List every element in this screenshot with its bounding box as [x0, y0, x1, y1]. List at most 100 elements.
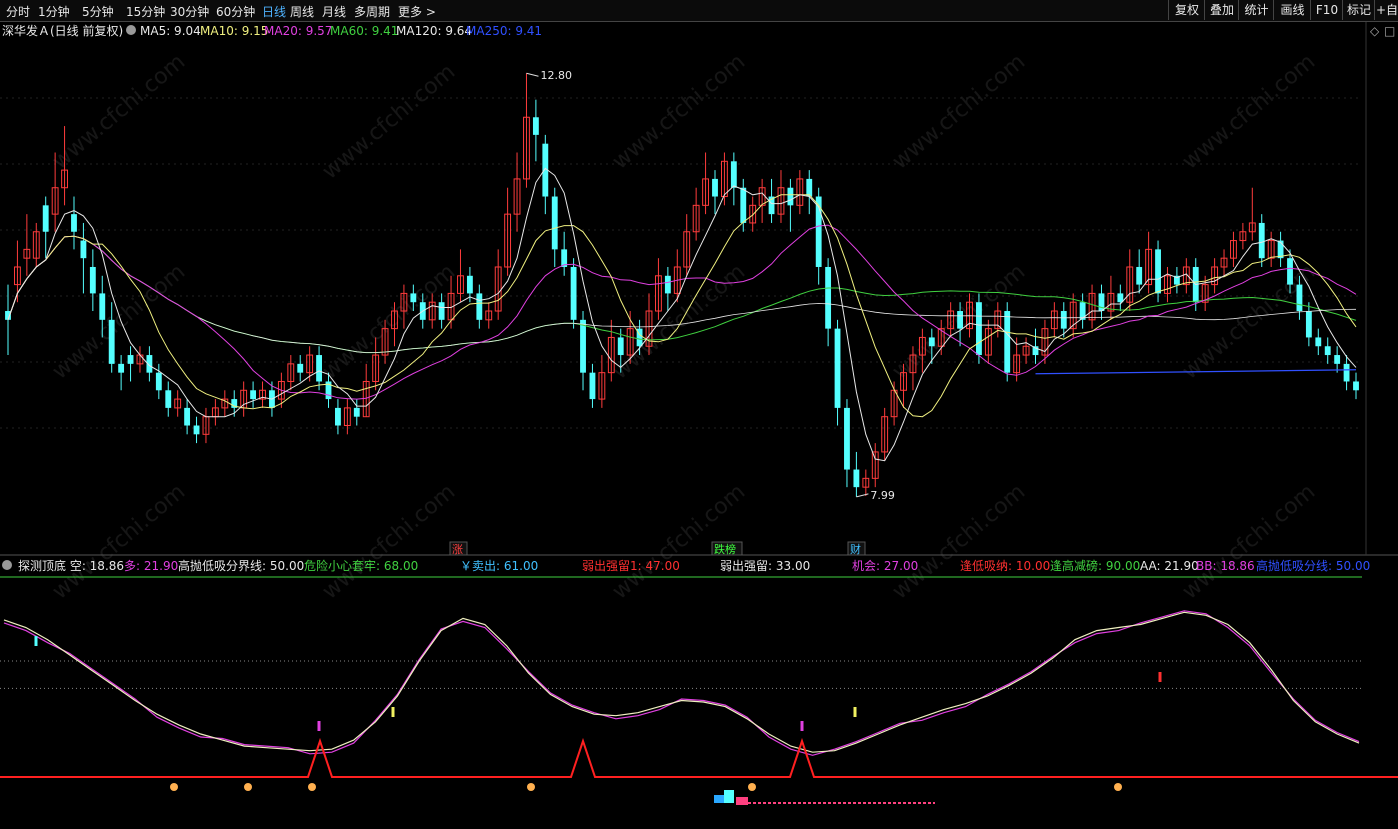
candle-body: [1173, 275, 1180, 285]
watermark-text: www.cfchi.com: [48, 49, 190, 174]
toolbar-button[interactable]: 标记: [1342, 0, 1375, 20]
signal-marker: [34, 636, 38, 646]
watermark-text: www.cfchi.com: [318, 59, 460, 184]
indicator-value: 机会: 27.00: [852, 559, 918, 573]
signal-bar: [736, 797, 748, 805]
ma10-line: [7, 194, 1357, 418]
candle-body: [928, 337, 935, 347]
candle-body: [504, 213, 512, 268]
indicator-value: BB: 18.86: [1196, 559, 1255, 573]
candle-body: [976, 302, 982, 356]
candle-body: [740, 187, 747, 223]
candle-body: [570, 266, 577, 320]
toolbar-button[interactable]: 叠加: [1204, 0, 1239, 20]
toolbar-button[interactable]: 复权: [1168, 0, 1205, 20]
indicator-value: 危险小心套牢: 68.00: [304, 558, 418, 573]
candle-body: [1155, 249, 1161, 294]
signal-marker: [1158, 672, 1162, 682]
candle-body: [466, 275, 473, 294]
watermark-text: www.cfchi.com: [1178, 49, 1320, 174]
signal-line: [0, 737, 1398, 778]
candle-body: [720, 160, 728, 198]
timeframe-tab[interactable]: 多周期: [354, 5, 391, 19]
timeframe-tab[interactable]: 1分钟: [38, 5, 70, 19]
candle-body: [768, 196, 775, 215]
indicator-value: 逢高减磅: 90.00: [1050, 558, 1140, 573]
timeframe-tab[interactable]: 60分钟: [216, 5, 256, 19]
indicator-dropdown-icon: [2, 560, 12, 570]
candle-body: [71, 214, 77, 232]
hand-icon: [308, 783, 316, 791]
timeframe-tab[interactable]: 15分钟: [126, 5, 166, 19]
candle-body: [1041, 328, 1049, 356]
toolbar-button[interactable]: 画线: [1273, 0, 1311, 20]
toolbar-button[interactable]: +自: [1374, 0, 1398, 20]
ma-indicator: MA5: 9.04: [140, 24, 201, 38]
ma120-line: [7, 235, 1357, 353]
candle-body: [900, 372, 907, 391]
candle-body: [937, 328, 945, 347]
aa-line: [3, 611, 1360, 753]
candle-body: [918, 336, 926, 356]
timeframe-tab[interactable]: 5分钟: [82, 5, 114, 19]
timeframe-tab[interactable]: 30分钟: [170, 5, 210, 19]
high-pointer: [526, 72, 539, 77]
candle-body: [862, 477, 870, 488]
candle-body: [1230, 240, 1237, 259]
candle-body: [362, 380, 370, 418]
candle-body: [787, 187, 794, 206]
candle-body: [193, 425, 200, 435]
timeframe-tab[interactable]: 日线: [262, 5, 287, 19]
toolbar-button[interactable]: F10: [1310, 0, 1343, 20]
indicator-value: 弱出强留: 33.00: [720, 559, 810, 573]
watermark-text: www.cfchi.com: [48, 479, 190, 604]
toolbar-button[interactable]: 统计: [1238, 0, 1274, 20]
ma-indicator: MA250: 9.41: [466, 24, 542, 38]
candle-body: [580, 319, 586, 373]
candle-body: [118, 363, 125, 373]
candle-body: [1182, 266, 1190, 286]
candle-body: [1315, 337, 1322, 347]
candle-body: [551, 196, 558, 250]
indicator-value: 高抛低吸分线: 50.00: [1256, 558, 1370, 573]
candle-body: [825, 266, 832, 329]
timeframe-tab[interactable]: 周线: [290, 5, 315, 19]
candle-body: [155, 372, 162, 391]
event-tag: 跌榜: [714, 542, 736, 556]
hand-icon: [527, 783, 535, 791]
candle-body: [645, 310, 653, 347]
candle-body: [702, 178, 709, 206]
candle-body: [287, 363, 295, 382]
candle-body: [1343, 363, 1350, 382]
candle-body: [1098, 293, 1105, 312]
candle-body: [984, 328, 992, 356]
candle-body: [909, 354, 917, 374]
candle-body: [108, 319, 115, 364]
window-icon: □: [1384, 24, 1395, 38]
candle-body: [1334, 355, 1341, 364]
candle-body: [1117, 293, 1124, 303]
indicator-value: 弱出强留1: 47.00: [582, 559, 680, 573]
candle-body: [796, 178, 804, 206]
candle-body: [1050, 310, 1058, 330]
candle-body: [127, 355, 134, 364]
candle-body: [447, 292, 455, 321]
candle-body: [1239, 231, 1247, 242]
candle-body: [231, 399, 238, 408]
candle-body: [1145, 248, 1153, 286]
candle-body: [1287, 258, 1293, 285]
candle-body: [871, 451, 879, 479]
candle-body: [1324, 346, 1331, 356]
timeframe-tab[interactable]: 更多 >: [398, 5, 436, 19]
ma-indicator: MA60: 9.41: [330, 24, 398, 38]
candle-body: [1277, 240, 1284, 259]
candle-body: [1353, 381, 1359, 391]
timeframe-tab[interactable]: 分时: [6, 5, 31, 19]
hand-icon: [244, 783, 252, 791]
timeframe-tab[interactable]: 月线: [322, 5, 347, 19]
watermark-group: www.cfchi.com www.cfchi.com www.cfchi.com w…: [48, 49, 1320, 604]
indicator-value: 多: 21.90: [124, 559, 178, 573]
watermark-text: www.cfchi.com: [1178, 479, 1320, 604]
signal-bar: [714, 795, 724, 803]
candle-body: [428, 301, 436, 321]
